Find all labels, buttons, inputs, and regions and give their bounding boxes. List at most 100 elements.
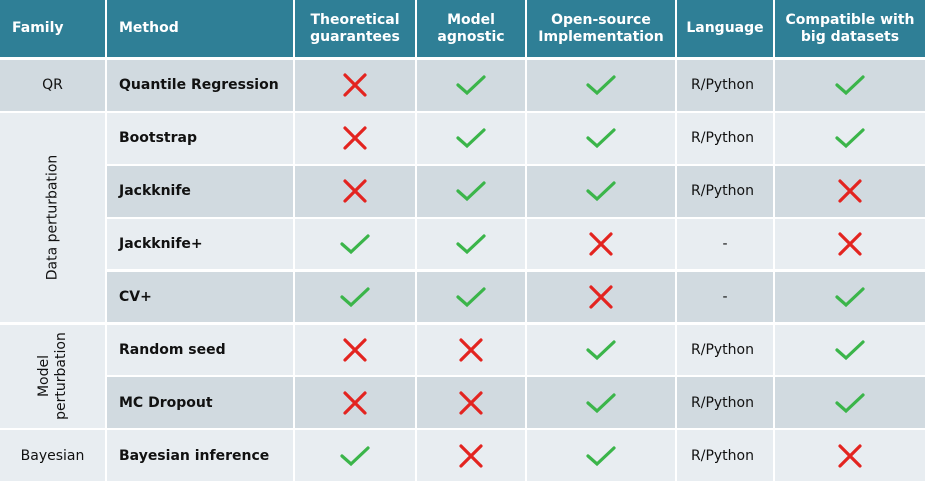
check-icon [835, 287, 865, 308]
family-label: QR [42, 77, 63, 94]
status-cell [775, 60, 925, 111]
header-cell: Family [0, 0, 105, 57]
status-cell [775, 165, 925, 217]
status-cell [417, 324, 525, 376]
status-cell [295, 165, 415, 217]
language-text: R/Python [691, 394, 754, 411]
check-icon [835, 393, 865, 413]
status-cell [417, 165, 525, 217]
check-icon [456, 234, 486, 255]
header-cell: Model agnostic [417, 0, 525, 57]
cross-icon [589, 285, 613, 309]
family-label: Bayesian [20, 447, 85, 464]
status-cell [527, 218, 675, 270]
method-cell: CV+ [107, 271, 293, 323]
status-cell [295, 430, 415, 482]
language-text: R/Python [691, 447, 754, 464]
status-cell [295, 112, 415, 164]
check-icon [586, 446, 616, 466]
cross-icon [343, 73, 367, 97]
method-name: Quantile Regression [119, 77, 279, 94]
cross-icon [343, 391, 367, 415]
language-cell: - [677, 271, 773, 323]
language-text: R/Python [691, 341, 754, 358]
status-cell [295, 377, 415, 429]
header-text: Theoretical guarantees [310, 11, 400, 45]
cross-icon [838, 179, 862, 203]
cross-icon [343, 338, 367, 362]
check-icon [456, 128, 486, 149]
header-text: Model agnostic [437, 11, 505, 45]
status-cell [417, 60, 525, 111]
family-cell: Model perturbation [0, 324, 105, 429]
check-icon [340, 234, 370, 255]
language-text: R/Python [691, 77, 754, 94]
language-text: R/Python [691, 130, 754, 147]
header-text: Family [12, 20, 64, 36]
status-cell [527, 430, 675, 482]
header-text: Open-source Implementation [538, 11, 664, 45]
method-name: Bayesian inference [119, 447, 270, 464]
method-cell: Quantile Regression [107, 60, 293, 111]
method-cell: Jackknife+ [107, 218, 293, 270]
status-cell [527, 271, 675, 323]
check-icon [586, 75, 616, 96]
check-icon [586, 181, 616, 202]
status-cell [527, 165, 675, 217]
status-cell [775, 112, 925, 164]
cross-icon [459, 391, 483, 415]
cross-icon [459, 444, 483, 468]
cross-icon [343, 126, 367, 150]
status-cell [417, 112, 525, 164]
status-cell [417, 377, 525, 429]
header-text: Compatible with big datasets [785, 11, 915, 45]
method-name: CV+ [119, 288, 152, 305]
method-name: Jackknife [119, 183, 191, 200]
cross-icon [838, 444, 862, 468]
family-label: Model perturbation [35, 332, 69, 421]
method-name: MC Dropout [119, 394, 213, 411]
status-cell [775, 271, 925, 323]
language-cell: R/Python [677, 60, 773, 111]
method-name: Bootstrap [119, 130, 197, 147]
status-cell [527, 60, 675, 111]
status-cell [417, 218, 525, 270]
language-cell: R/Python [677, 165, 773, 217]
status-cell [527, 324, 675, 376]
language-text: R/Python [691, 183, 754, 200]
family-cell: Data perturbation [0, 112, 105, 323]
family-cell: Bayesian [0, 430, 105, 482]
status-cell [775, 218, 925, 270]
method-cell: Random seed [107, 324, 293, 376]
check-icon [340, 446, 370, 466]
method-cell: Bayesian inference [107, 430, 293, 482]
header-cell: Open-source Implementation [527, 0, 675, 57]
header-cell: Method [107, 0, 293, 57]
method-name: Random seed [119, 341, 226, 358]
status-cell [775, 324, 925, 376]
check-icon [835, 340, 865, 361]
check-icon [456, 287, 486, 308]
language-cell: R/Python [677, 430, 773, 482]
header-text: Language [686, 20, 764, 36]
language-text: - [722, 288, 728, 305]
status-cell [527, 112, 675, 164]
header-cell: Theoretical guarantees [295, 0, 415, 57]
check-icon [586, 340, 616, 361]
status-cell [775, 377, 925, 429]
check-icon [456, 75, 486, 96]
language-cell: - [677, 218, 773, 270]
language-cell: R/Python [677, 377, 773, 429]
check-icon [586, 393, 616, 413]
status-cell [417, 430, 525, 482]
language-cell: R/Python [677, 112, 773, 164]
header-text: Method [119, 20, 179, 36]
method-cell: MC Dropout [107, 377, 293, 429]
status-cell [775, 430, 925, 482]
check-icon [340, 287, 370, 308]
language-text: - [722, 236, 728, 253]
header-cell: Language [677, 0, 773, 57]
check-icon [456, 181, 486, 202]
cross-icon [589, 232, 613, 256]
